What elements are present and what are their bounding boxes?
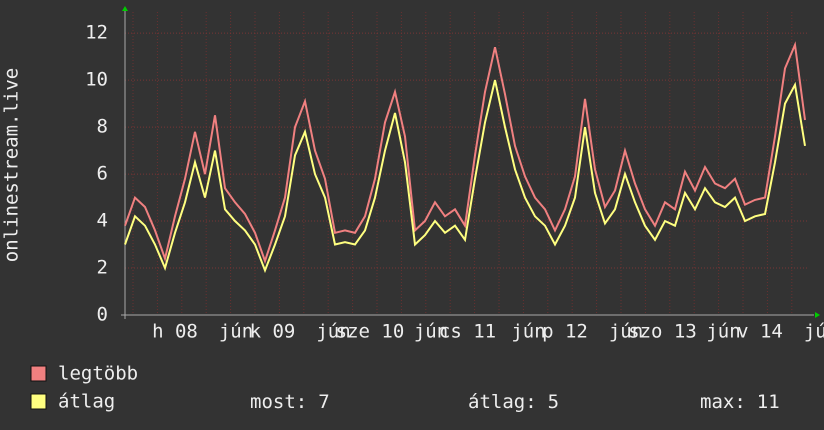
- x-day-label: p 12: [542, 321, 588, 343]
- x-day-label: v 14: [737, 321, 783, 343]
- legend-label: legtöbb: [58, 363, 138, 385]
- y-tick-label: 10: [85, 69, 108, 91]
- x-day-label: k 09: [250, 321, 296, 343]
- stat-label: max:: [700, 391, 746, 413]
- x-arrow: [815, 312, 820, 318]
- y-tick-label: 6: [97, 163, 108, 185]
- series-line: [124, 79, 806, 274]
- x-month-label: jún: [414, 321, 448, 343]
- stat-value: 11: [757, 391, 780, 413]
- legend-swatch: [30, 393, 47, 410]
- y-tick-label: 4: [97, 210, 108, 232]
- x-day-label: h 08: [152, 321, 198, 343]
- x-day-label: cs 11: [439, 321, 496, 343]
- y-arrow: [122, 6, 128, 11]
- y-tick-label: 0: [97, 304, 108, 326]
- x-month-label: jún: [706, 321, 740, 343]
- x-day-label: sze 10: [336, 321, 405, 343]
- stat-label: most:: [250, 391, 307, 413]
- stat: most: 7: [250, 391, 330, 413]
- x-month-label: jún: [316, 321, 350, 343]
- legend-swatch: [30, 365, 47, 382]
- y-tick-label: 8: [97, 116, 108, 138]
- x-month-label: jún: [511, 321, 545, 343]
- y-axis-label: onlinestream.live: [1, 68, 23, 262]
- legend-label: átlag: [58, 391, 115, 413]
- stat: átlag: 5: [468, 391, 559, 413]
- stat-value: 5: [548, 391, 559, 413]
- stat-value: 7: [318, 391, 329, 413]
- series-line: [124, 41, 806, 265]
- x-month-label: jún: [609, 321, 643, 343]
- x-month-label: jún: [804, 321, 824, 343]
- x-month-label: jún: [219, 321, 253, 343]
- y-tick-label: 12: [85, 22, 108, 44]
- x-day-label: szo 13: [628, 321, 697, 343]
- y-tick-label: 2: [97, 257, 108, 279]
- stat: max: 11: [700, 391, 780, 413]
- stat-label: átlag:: [468, 391, 537, 413]
